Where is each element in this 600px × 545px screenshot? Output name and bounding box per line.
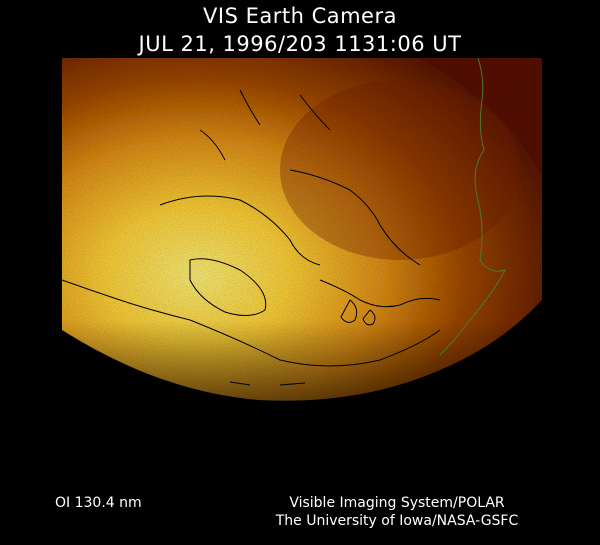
coastline-overlay [61, 89, 441, 403]
credit-line-instrument: Visible Imaging System/POLAR [289, 495, 505, 511]
image-title: VIS Earth Camera [203, 4, 397, 28]
credit-line-institution: The University of Iowa/NASA-GSFC [275, 513, 519, 529]
filter-wavelength-label: OI 130.4 nm [55, 495, 142, 511]
auroral-glow [62, 58, 542, 401]
credit-block: Visible Imaging System/POLAR The Univers… [252, 494, 542, 530]
image-timestamp: JUL 21, 1996/203 1131:06 UT [138, 32, 462, 56]
coastline-land-edge [439, 57, 506, 356]
